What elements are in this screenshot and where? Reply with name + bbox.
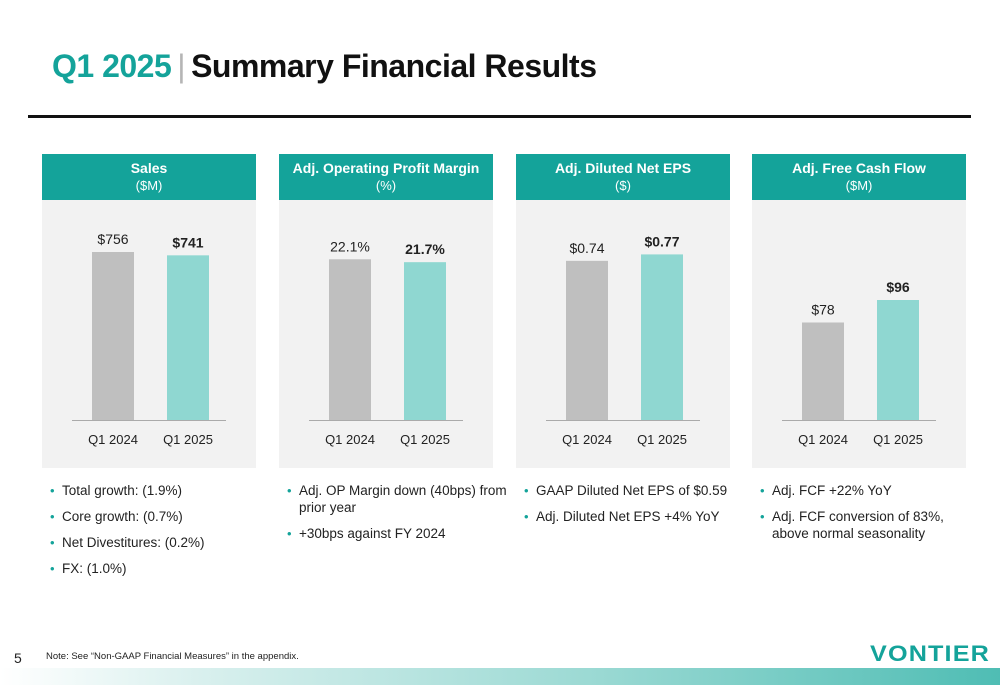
data-label: $96 <box>886 279 910 295</box>
title-main: Summary Financial Results <box>191 48 597 84</box>
bullet-item: • Net Divestitures: (0.2%) <box>50 534 274 551</box>
panel-unit: (%) <box>375 178 397 193</box>
bar-current <box>877 300 919 420</box>
bullet-item: • Core growth: (0.7%) <box>50 508 274 525</box>
bullet-dot-icon: • <box>760 509 765 524</box>
category-tick-label: Q1 2025 <box>400 432 450 447</box>
bar-chart-eps: $0.74 Q1 2024 $0.77 Q1 2025 <box>546 233 700 447</box>
logo-text: VONTIER <box>870 641 990 665</box>
bullet-text: +30bps against FY 2024 <box>299 526 446 541</box>
bullet-list-eps: • GAAP Diluted Net EPS of $0.59 • Adj. Dilu… <box>524 482 748 534</box>
bullet-item: • FX: (1.0%) <box>50 560 274 577</box>
category-tick-label: Q1 2024 <box>798 432 848 447</box>
panel-title: Adj. Diluted Net EPS <box>554 160 692 176</box>
bullet-text: Adj. FCF conversion of 83%, above normal… <box>772 509 944 541</box>
bar-prior <box>92 252 134 420</box>
panel-header: Adj. Free Cash Flow ($M) <box>752 154 966 200</box>
bar-chart-fcf: $78 Q1 2024 $96 Q1 2025 <box>782 279 936 447</box>
panel-eps: Adj. Diluted Net EPS ($) $0.74 Q1 2024 $0.77… <box>516 154 730 468</box>
category-tick-label: Q1 2024 <box>562 432 612 447</box>
data-label: $741 <box>172 234 203 250</box>
bullet-item: • +30bps against FY 2024 <box>287 525 511 542</box>
category-tick-label: Q1 2025 <box>873 432 923 447</box>
bullet-item: • Adj. Diluted Net EPS +4% YoY <box>524 508 748 525</box>
bullet-list-sales: • Total growth: (1.9%) • Core growth: (0.7%… <box>50 482 274 586</box>
data-label: $756 <box>97 231 128 247</box>
panel-title: Sales <box>130 160 168 176</box>
panel-op-margin: Adj. Operating Profit Margin (%) 22.1% Q1 2… <box>279 154 493 468</box>
panel-header: Adj. Diluted Net EPS ($) <box>516 154 730 200</box>
data-label: $0.77 <box>644 233 679 249</box>
bullet-dot-icon: • <box>50 561 55 576</box>
bullet-text: GAAP Diluted Net EPS of $0.59 <box>536 483 728 498</box>
bullet-text: Core growth: (0.7%) <box>62 509 183 524</box>
panel-unit: ($M) <box>845 178 873 193</box>
bullet-dot-icon: • <box>287 483 292 498</box>
bullet-item: • Adj. FCF conversion of 83%, above norma… <box>760 508 984 542</box>
title-quarter: Q1 2025 <box>52 48 172 84</box>
footnote: Note: See “Non-GAAP Financial Measures” … <box>46 651 299 662</box>
bullet-item: • GAAP Diluted Net EPS of $0.59 <box>524 482 748 499</box>
bar-prior <box>802 322 844 420</box>
panel-title: Adj. Free Cash Flow <box>792 160 926 176</box>
panel-unit: ($M) <box>135 178 163 193</box>
bullet-text: Net Divestitures: (0.2%) <box>62 535 205 550</box>
bullet-item: • Adj. OP Margin down (40bps) from prior … <box>287 482 511 516</box>
bullet-dot-icon: • <box>50 535 55 550</box>
panel-title: Adj. Operating Profit Margin <box>292 160 480 176</box>
category-tick-label: Q1 2025 <box>163 432 213 447</box>
title-separator: | <box>177 48 186 84</box>
slide-number: 5 <box>14 650 22 666</box>
bullet-item: • Adj. FCF +22% YoY <box>760 482 984 499</box>
data-label: 21.7% <box>405 241 445 257</box>
panel-unit: ($) <box>615 178 631 193</box>
panel-sales: Sales ($M) $756 Q1 2024 $741 Q1 2025 <box>42 154 256 468</box>
bottom-gradient-strip <box>0 668 1000 685</box>
category-tick-label: Q1 2025 <box>637 432 687 447</box>
bullet-text: Adj. Diluted Net EPS +4% YoY <box>536 509 720 524</box>
bullet-text: Total growth: (1.9%) <box>62 483 183 498</box>
bullet-list-fcf: • Adj. FCF +22% YoY • Adj. FCF conversion o… <box>760 482 984 551</box>
bullet-item: • Total growth: (1.9%) <box>50 482 274 499</box>
bullet-text: FX: (1.0%) <box>62 561 127 576</box>
bar-prior <box>566 260 608 420</box>
title-divider <box>28 115 971 118</box>
bar-prior <box>329 259 371 420</box>
data-label: 22.1% <box>330 238 370 254</box>
bullet-text: Adj. FCF +22% YoY <box>772 483 892 498</box>
bar-chart-op-margin: 22.1% Q1 2024 21.7% Q1 2025 <box>309 238 463 447</box>
page-title: Q1 2025 | Summary Financial Results <box>52 48 597 85</box>
bullet-list-op-margin: • Adj. OP Margin down (40bps) from prior … <box>287 482 511 551</box>
panel-header: Adj. Operating Profit Margin (%) <box>279 154 493 200</box>
bar-current <box>404 262 446 420</box>
bullet-dot-icon: • <box>524 483 529 498</box>
bullet-dot-icon: • <box>50 483 55 498</box>
bullet-dot-icon: • <box>524 509 529 524</box>
bullet-dot-icon: • <box>50 509 55 524</box>
bullet-dot-icon: • <box>287 526 292 541</box>
bar-chart-sales: $756 Q1 2024 $741 Q1 2025 <box>72 231 226 447</box>
panel-fcf: Adj. Free Cash Flow ($M) $78 Q1 2024 $96 Q1 2… <box>752 154 966 468</box>
vontier-logo: VONTIER <box>870 641 990 665</box>
category-tick-label: Q1 2024 <box>88 432 138 447</box>
bar-current <box>641 254 683 420</box>
bar-current <box>167 255 209 420</box>
bullet-text: Adj. OP Margin down (40bps) from prior y… <box>299 483 507 515</box>
category-tick-label: Q1 2024 <box>325 432 375 447</box>
data-label: $78 <box>811 302 835 318</box>
panel-header: Sales ($M) <box>42 154 256 200</box>
data-label: $0.74 <box>569 240 604 256</box>
bullet-dot-icon: • <box>760 483 765 498</box>
